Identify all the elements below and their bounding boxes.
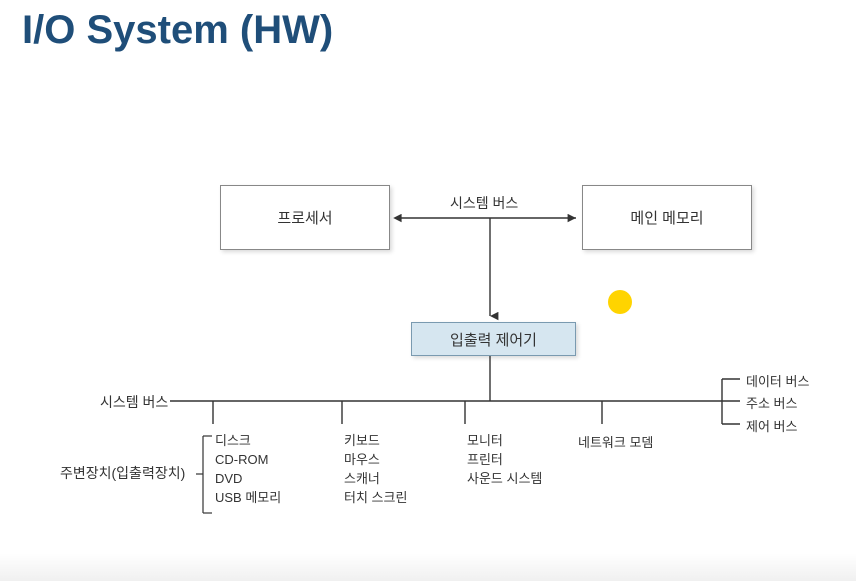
device-group-1: 키보드 마우스 스캐너 터치 스크린 [344,432,407,507]
peripherals-left-label: 주변장치(입출력장치) [60,463,185,483]
list-item: DVD [215,470,281,489]
system-bus-top-label: 시스템 버스 [450,193,518,213]
main-memory-box: 메인 메모리 [582,185,752,250]
list-item: 스캐너 [344,470,407,489]
processor-label: 프로세서 [277,207,332,228]
list-item: 프린터 [467,451,542,470]
page-title: I/O System (HW) [22,8,333,53]
list-item: 디스크 [215,432,281,451]
bus-type-control: 제어 버스 [746,416,797,435]
list-item: 모니터 [467,432,542,451]
list-item: 마우스 [344,451,407,470]
bus-type-address: 주소 버스 [746,393,797,412]
bottom-shadow [0,553,856,581]
network-modem-label: 네트워크 모뎀 [578,432,653,451]
list-item: 터치 스크린 [344,489,407,508]
device-group-2: 모니터 프린터 사운드 시스템 [467,432,542,489]
list-item: 키보드 [344,432,407,451]
bus-type-data: 데이터 버스 [746,371,809,390]
list-item: CD-ROM [215,451,281,470]
io-controller-box: 입출력 제어기 [411,322,576,356]
system-bus-left-label: 시스템 버스 [100,392,168,412]
processor-box: 프로세서 [220,185,390,250]
device-group-0: 디스크 CD-ROM DVD USB 메모리 [215,432,281,507]
io-controller-label: 입출력 제어기 [450,329,537,350]
main-memory-label: 메인 메모리 [630,207,703,228]
highlight-dot [608,290,632,314]
list-item: USB 메모리 [215,489,281,508]
diagram-lines [0,0,856,581]
list-item: 사운드 시스템 [467,470,542,489]
